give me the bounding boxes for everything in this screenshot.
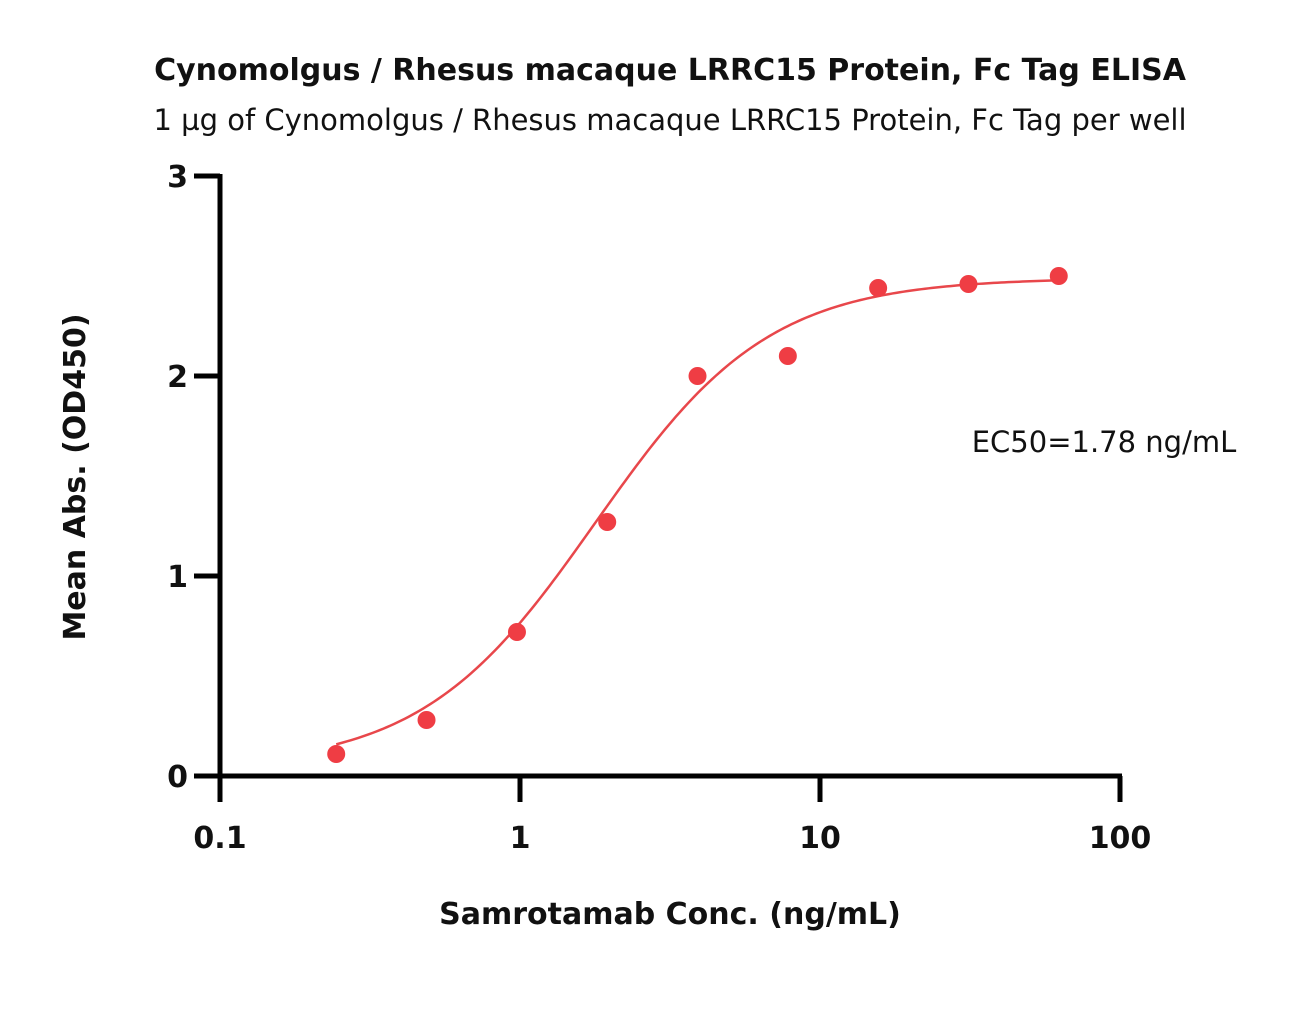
chart-subtitle: 1 µg of Cynomolgus / Rhesus macaque LRRC…	[153, 103, 1186, 137]
data-point	[327, 745, 346, 763]
x-axis-title: Samrotamab Conc. (ng/mL)	[439, 897, 901, 932]
data-points	[327, 267, 1068, 763]
data-point	[598, 513, 617, 531]
data-point	[869, 279, 888, 297]
data-point	[507, 623, 526, 641]
y-axis: 0 1 2 3	[167, 160, 223, 795]
x-tick-label: 1	[510, 821, 531, 856]
x-tick-label: 0.1	[193, 821, 246, 856]
y-axis-title: Mean Abs. (OD450)	[58, 313, 93, 640]
x-tick-label: 10	[799, 821, 841, 856]
chart-title: Cynomolgus / Rhesus macaque LRRC15 Prote…	[154, 53, 1187, 88]
x-axis: 0.1 1 10 100	[193, 773, 1152, 856]
ec50-annotation: EC50=1.78 ng/mL	[972, 425, 1237, 459]
data-point	[417, 711, 436, 729]
fit-curve	[335, 279, 1059, 746]
y-tick-label: 0	[167, 760, 188, 795]
data-point	[688, 367, 707, 385]
y-tick-label: 1	[167, 560, 188, 595]
data-point	[778, 347, 797, 365]
data-point	[1049, 267, 1068, 285]
data-point	[959, 275, 978, 293]
x-tick-label: 100	[1089, 821, 1152, 856]
y-tick-label: 2	[167, 360, 188, 395]
y-tick-label: 3	[167, 160, 188, 195]
